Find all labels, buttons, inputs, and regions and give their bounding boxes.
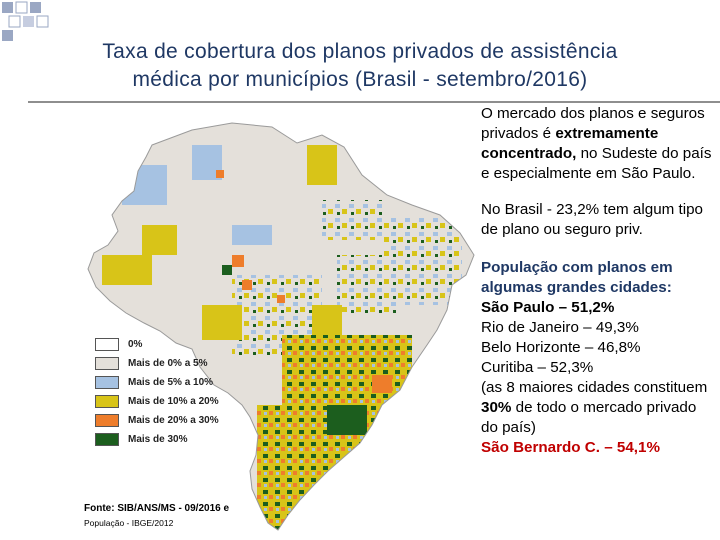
cities-heading: População com planos em algumas grandes … [481,259,673,296]
paragraph-cities: População com planos em algumas grandes … [481,258,717,458]
legend-swatch-4 [95,414,119,427]
legend-label: Mais de 5% a 10% [128,377,214,388]
map-legend: 0% Mais de 0% a 5% Mais de 5% a 10% Mais… [95,335,225,449]
paragraph-brazil: No Brasil - 23,2% tem algum tipo de plan… [481,200,717,240]
brazil-coverage-map [82,105,480,535]
map-source: Fonte: SIB/ANS/MS - 09/2016 e População … [84,503,284,528]
legend-swatch-0 [95,338,119,351]
legend-swatch-2 [95,376,119,389]
city-sao-bernardo: São Bernardo C. – 54,1% [481,439,660,456]
market-text-start: O mercado dos planos e seguros privados … [481,105,705,142]
legend-swatch-1 [95,357,119,370]
legend-item-5: Mais de 30% [95,430,225,449]
map-svg [87,122,475,531]
city-bh: Belo Horizonte – 46,8% [481,339,641,356]
text-column: O mercado dos planos e seguros privados … [481,104,717,458]
legend-label: Mais de 30% [128,434,188,445]
title-divider [28,101,720,103]
city-sao-paulo: São Paulo – 51,2% [481,299,615,316]
market-text-bold: extremamente concentrado, [481,125,659,162]
legend-label: Mais de 10% a 20% [128,396,219,407]
source-line-2: População - IBGE/2012 [84,518,174,528]
legend-label: 0% [128,339,143,350]
legend-swatch-5 [95,433,119,446]
legend-swatch-3 [95,395,119,408]
note-start: (as 8 maiores cidades constituem [481,379,708,396]
note-bold: 30% [481,399,512,416]
note-end: de todo o mercado privado do país) [481,399,697,436]
legend-item-1: Mais de 0% a 5% [95,354,225,373]
paragraph-market: O mercado dos planos e seguros privados … [481,104,717,184]
source-line-1: Fonte: SIB/ANS/MS - 09/2016 e [84,503,230,514]
city-curitiba: Curitiba – 52,3% [481,359,594,376]
page-title: Taxa de cobertura dos planos privados de… [40,38,680,94]
corner-decoration [2,1,49,41]
legend-item-2: Mais de 5% a 10% [95,373,225,392]
market-text-end: no Sudeste do país e especialmente em Sã… [481,145,712,182]
cities-note: (as 8 maiores cidades constituem 30% de … [481,378,717,438]
brazil-text: No Brasil - 23,2% tem algum tipo de plan… [481,201,703,238]
title-line-1: Taxa de cobertura dos planos privados de… [102,40,618,63]
city-rio: Rio de Janeiro – 49,3% [481,319,639,336]
legend-item-0: 0% [95,335,225,354]
legend-item-4: Mais de 20% a 30% [95,411,225,430]
title-line-2: médica por municípios (Brasil - setembro… [132,68,588,91]
legend-label: Mais de 0% a 5% [128,358,208,369]
legend-label: Mais de 20% a 30% [128,415,219,426]
legend-item-3: Mais de 10% a 20% [95,392,225,411]
